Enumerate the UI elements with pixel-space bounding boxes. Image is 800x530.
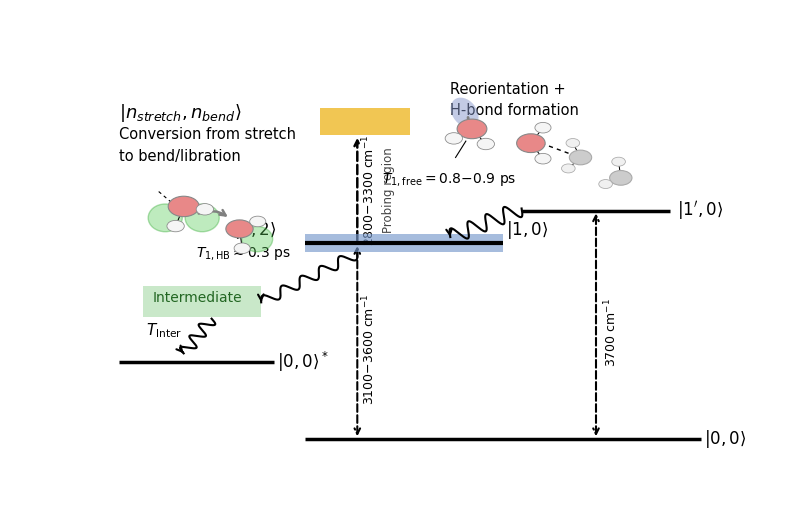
Text: Conversion from stretch
to bend/libration: Conversion from stretch to bend/libratio… xyxy=(118,127,296,164)
Text: $|n_{\mathit{stretch}}, n_{\mathit{bend}}\rangle$: $|n_{\mathit{stretch}}, n_{\mathit{bend}… xyxy=(118,102,241,123)
Circle shape xyxy=(167,220,184,232)
Text: Reorientation +
H-bond formation: Reorientation + H-bond formation xyxy=(450,82,579,118)
Circle shape xyxy=(535,153,551,164)
Circle shape xyxy=(517,134,545,153)
Circle shape xyxy=(562,164,575,173)
Ellipse shape xyxy=(450,98,478,128)
Text: Intermediate: Intermediate xyxy=(153,292,242,305)
Ellipse shape xyxy=(242,226,273,252)
Text: 3700 cm$^{-1}$: 3700 cm$^{-1}$ xyxy=(602,298,619,367)
Circle shape xyxy=(570,150,592,165)
Text: $T_{1,\mathrm{HB}}\approx0.3$ ps: $T_{1,\mathrm{HB}}\approx0.3$ ps xyxy=(196,245,291,262)
Text: 3100$-$3600 cm$^{-1}$: 3100$-$3600 cm$^{-1}$ xyxy=(360,294,377,405)
Text: $|0,0\rangle^*$: $|0,0\rangle^*$ xyxy=(277,349,328,374)
Circle shape xyxy=(612,157,626,166)
Circle shape xyxy=(226,220,253,238)
Circle shape xyxy=(250,216,266,227)
Circle shape xyxy=(168,196,199,217)
Text: $|1', 0\rangle$: $|1', 0\rangle$ xyxy=(677,199,722,222)
Text: $T_{1,\mathrm{free}}=0.8\!-\!0.9$ ps: $T_{1,\mathrm{free}}=0.8\!-\!0.9$ ps xyxy=(382,171,517,188)
Ellipse shape xyxy=(148,204,182,232)
Bar xyxy=(305,234,503,252)
Circle shape xyxy=(566,138,580,147)
Circle shape xyxy=(610,171,632,185)
Circle shape xyxy=(234,243,250,253)
Circle shape xyxy=(196,204,214,215)
Circle shape xyxy=(535,122,551,133)
Circle shape xyxy=(457,119,487,139)
Text: $|0,0\rangle$: $|0,0\rangle$ xyxy=(705,428,746,450)
Text: $T_{\mathrm{Inter}}$: $T_{\mathrm{Inter}}$ xyxy=(146,322,183,340)
Text: $|1,0\rangle$: $|1,0\rangle$ xyxy=(506,219,548,241)
Bar xyxy=(143,286,261,316)
Bar xyxy=(320,109,410,135)
Text: 2800$-$3300 cm$^{-1}$: 2800$-$3300 cm$^{-1}$ xyxy=(360,135,377,246)
Text: $|0,2\rangle$: $|0,2\rangle$ xyxy=(234,219,277,241)
Text: Probing region: Probing region xyxy=(382,147,395,233)
Circle shape xyxy=(445,132,462,144)
Circle shape xyxy=(598,180,613,189)
Ellipse shape xyxy=(185,204,219,232)
Circle shape xyxy=(477,138,494,149)
